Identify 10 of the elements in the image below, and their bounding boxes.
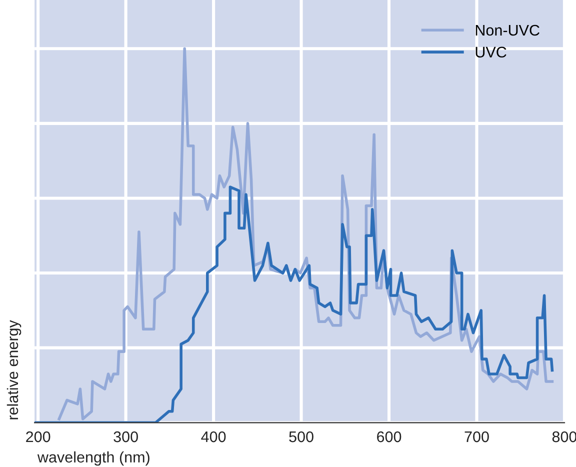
x-tick-label: 300 [114, 431, 138, 442]
x-axis-title: wavelength (nm) [37, 451, 150, 466]
x-tick-label: 400 [201, 431, 226, 442]
x-tick-label: 600 [377, 431, 402, 442]
y-axis-title: relative energy [6, 320, 22, 420]
legend-label: Non-UVC [476, 24, 540, 36]
x-tick-label: 500 [289, 431, 314, 442]
x-tick-label: 200 [26, 431, 50, 442]
legend-label: UVC [476, 46, 506, 58]
x-tick-label: 700 [464, 431, 489, 442]
